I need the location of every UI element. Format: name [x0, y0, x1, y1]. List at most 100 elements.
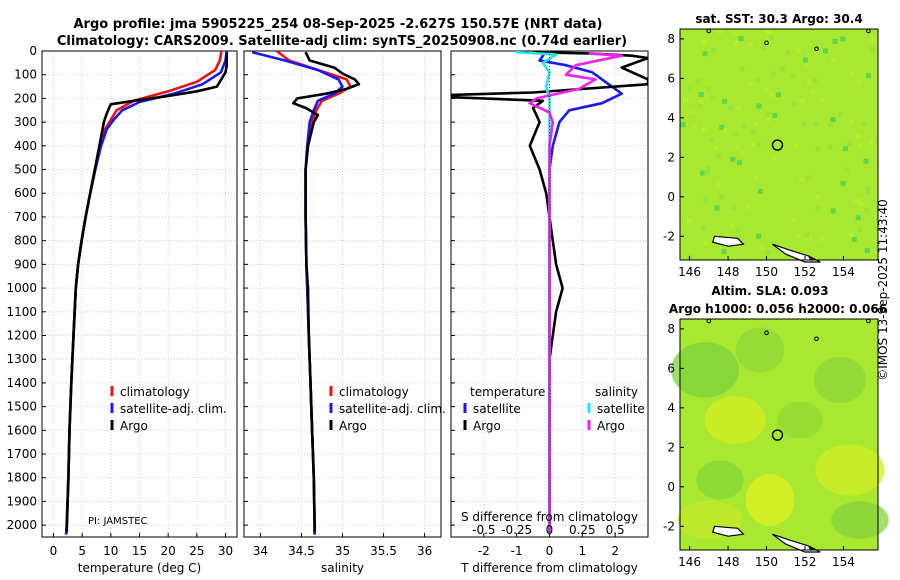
sst-cell — [806, 175, 812, 181]
x2-tick-label: -0.5 — [472, 523, 495, 537]
y-tick-label: 400 — [14, 139, 37, 153]
sst-cell — [815, 206, 821, 212]
sst-cell — [757, 188, 763, 194]
sst-cell — [730, 156, 736, 162]
sst-cell — [748, 42, 754, 48]
sst-cell — [723, 128, 729, 134]
sst-cell — [706, 86, 712, 92]
sst-cell — [815, 194, 821, 200]
sst-cell — [722, 98, 728, 104]
series-salinity-argo — [528, 52, 624, 533]
sst-cell — [763, 87, 769, 93]
sst-cell — [848, 119, 854, 125]
sst-cell — [842, 146, 848, 152]
sst-cell — [800, 98, 806, 104]
x-tick-label: 25 — [189, 544, 204, 558]
reef-outline — [764, 40, 769, 46]
sst-cell — [753, 176, 759, 182]
sst-cell — [755, 141, 761, 147]
y-tick-label: 1700 — [6, 447, 37, 461]
sla-map-title: Altim. SLA: 0.093 — [711, 284, 828, 298]
x-tick-label: 150 — [755, 265, 778, 279]
sst-cell — [735, 227, 741, 233]
sst-cell — [870, 36, 876, 42]
legend-temp-satellite: satellite — [473, 402, 521, 416]
y-tick-label: 600 — [14, 186, 37, 200]
sst-cell — [795, 233, 801, 239]
x-tick-label: 0 — [546, 544, 554, 558]
x-tick-label: 10 — [103, 544, 118, 558]
x-tick-label: 30 — [218, 544, 233, 558]
reef-outline — [764, 330, 769, 336]
sst-cell — [804, 63, 810, 69]
sst-cell — [695, 78, 701, 84]
x-tick-label: 152 — [793, 265, 816, 279]
y-tick-label: 1000 — [6, 281, 37, 295]
sst-cell — [766, 112, 772, 118]
sst-cell — [815, 146, 821, 152]
y-tick-label: -2 — [663, 229, 675, 243]
sst-cell — [750, 130, 756, 136]
sla-map-panel: 146 148 150 152 154 -2 0 2 4 6 8 — [663, 318, 889, 569]
sst-cell — [756, 103, 762, 109]
sla-blob — [671, 342, 739, 398]
sst-cell — [793, 143, 799, 149]
difference-panel: -2 -1 0 1 2 T difference from climatology -0.5… — [450, 50, 649, 575]
sst-cell — [739, 150, 745, 156]
y-tick-label: 900 — [14, 257, 37, 271]
sst-cell — [702, 51, 708, 57]
sst-cell — [768, 35, 774, 41]
x-tick-label: 1 — [579, 544, 587, 558]
y-tick-label: 1300 — [6, 352, 37, 366]
sst-cell — [863, 207, 869, 213]
y-tick-label: 0 — [29, 44, 37, 58]
sst-cell — [863, 158, 869, 164]
coastline — [771, 533, 821, 553]
y-tick-label: 1900 — [6, 494, 37, 508]
y-tick-label: 800 — [14, 234, 37, 248]
sst-cell — [735, 143, 741, 149]
sst-cell — [813, 120, 819, 126]
sst-cell — [827, 144, 833, 150]
sst-cell — [758, 244, 764, 250]
sst-cell — [846, 140, 852, 146]
sst-cell — [812, 77, 818, 83]
temperature-panel: 0 5 10 15 20 25 300100200300400500600700800900… — [6, 44, 238, 575]
x-tick-label: 35.5 — [370, 544, 397, 558]
sst-cell — [806, 80, 812, 86]
sst-cell — [861, 120, 867, 126]
sst-cell — [830, 58, 836, 64]
title-line1: Argo profile: jma 5905225_254 08-Sep-202… — [74, 17, 603, 32]
reef-outline — [814, 46, 819, 52]
legend-temperature-title: temperature — [470, 385, 545, 399]
sst-cell — [830, 208, 836, 214]
series-climatology — [64, 51, 223, 535]
sst-cell — [819, 97, 825, 103]
sst-cell — [705, 166, 711, 172]
y-tick-label: 1400 — [6, 376, 37, 390]
y-tick-label: 0 — [667, 480, 675, 494]
y-tick-label: 1200 — [6, 328, 37, 342]
coastline — [771, 243, 821, 263]
sst-cell — [819, 236, 825, 242]
sst-cell — [785, 50, 791, 56]
x-tick-label: 20 — [161, 544, 176, 558]
x-tick-label: 15 — [132, 544, 147, 558]
sst-cell — [798, 176, 804, 182]
y-tick-label: 200 — [14, 91, 37, 105]
legend-satellite-adj: satellite-adj. clim. — [339, 402, 446, 416]
x-tick-label: 154 — [832, 555, 855, 569]
sst-cell — [840, 36, 846, 42]
pi-label: PI: JAMSTEC — [88, 516, 148, 527]
y-tick-label: 500 — [14, 163, 37, 177]
sst-cell — [765, 250, 771, 256]
sst-cell — [828, 121, 834, 127]
sst-cell — [699, 99, 705, 105]
y-tick-label: 2 — [667, 150, 675, 164]
coastline — [711, 235, 745, 247]
sla-blob — [831, 500, 889, 540]
x-axis-label: salinity — [321, 561, 364, 575]
y-tick-label: 8 — [667, 32, 675, 46]
sst-cell — [733, 30, 739, 36]
x-tick-label: 154 — [832, 265, 855, 279]
